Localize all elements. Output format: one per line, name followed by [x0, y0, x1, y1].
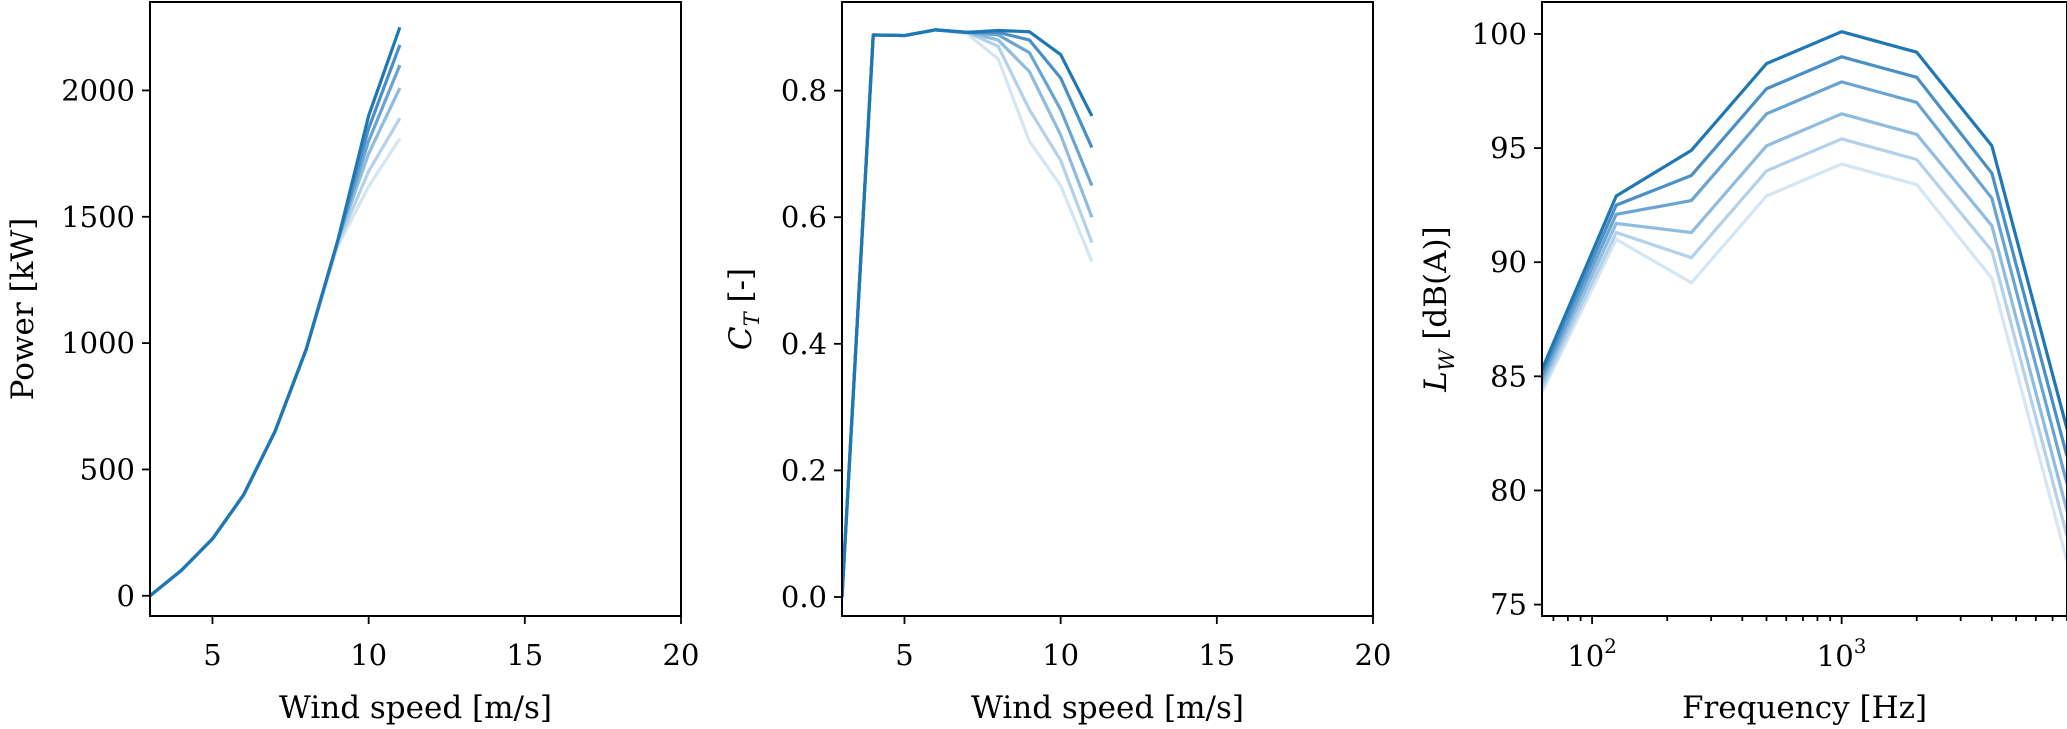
axes-frame — [1541, 1, 2067, 617]
series-line-3 — [1542, 112, 2067, 512]
y-tick-label: 75 — [1490, 588, 1527, 622]
x-tick-label: 15 — [506, 638, 543, 672]
y-tick-label: 95 — [1490, 131, 1527, 165]
x-tick-label: 20 — [1355, 638, 1392, 672]
thrust-coefficient-panel: 0.0 0.2 0.4 0.6 0.8 5 10 15 20 Wind speed [m/s] CT… — [723, 1, 1392, 726]
x-axis-label: Wind speed [m/s] — [971, 690, 1244, 726]
series-line-6 — [150, 26, 402, 598]
y-tick-label: 0.6 — [781, 200, 827, 234]
series-line-2 — [842, 28, 1094, 598]
series-line-6 — [1542, 30, 2067, 430]
x-axis-label: Wind speed [m/s] — [279, 690, 552, 726]
y-tick-label: 100 — [1472, 17, 1527, 51]
x-tick-label: 103 — [1817, 634, 1867, 673]
sound-power-spectrum-panel: 75 80 85 90 95 100 102 103 Frequency [Hz] LW [dB(… — [1418, 1, 2067, 726]
x-axis-label: Frequency [Hz] — [1682, 690, 1927, 726]
y-tick-label: 500 — [80, 452, 135, 486]
series-line-1 — [150, 137, 402, 598]
y-tick-label: 85 — [1490, 359, 1527, 393]
y-axis-label: CT [-] — [723, 268, 764, 350]
y-tick-label: 0 — [117, 579, 135, 613]
series-line-4 — [1542, 80, 2067, 485]
y-tick-label: 1500 — [61, 200, 135, 234]
series-line-1 — [842, 28, 1094, 598]
y-tick-label: 80 — [1490, 473, 1527, 507]
series-line-5 — [150, 44, 402, 598]
plot-area — [150, 26, 402, 598]
y-tick-label: 0.0 — [781, 580, 827, 614]
power-curve-panel: 0 500 1000 1500 2000 5 10 15 20 Wind speed [m/s] P… — [5, 1, 700, 726]
y-tick-label: 0.4 — [781, 327, 827, 361]
series-line-2 — [150, 117, 402, 598]
x-tick-label: 5 — [203, 638, 221, 672]
x-tick-label: 102 — [1567, 634, 1617, 673]
series-line-1 — [1542, 162, 2067, 562]
series-line-5 — [842, 28, 1094, 598]
y-tick-label: 2000 — [61, 73, 135, 107]
plot-area — [1542, 30, 2067, 562]
series-line-4 — [842, 28, 1094, 598]
y-axis-label: Power [kW] — [5, 218, 41, 401]
x-tick-label: 20 — [663, 638, 700, 672]
x-tick-label: 5 — [895, 638, 913, 672]
series-line-6 — [842, 28, 1094, 598]
x-tick-label: 10 — [1042, 638, 1079, 672]
series-line-3 — [842, 28, 1094, 598]
y-tick-label: 0.2 — [781, 453, 827, 487]
x-tick-label: 15 — [1198, 638, 1235, 672]
y-axis-label: LW [dB(A)] — [1418, 226, 1459, 392]
axes-frame — [841, 1, 1374, 617]
x-tick-label: 10 — [350, 638, 387, 672]
series-line-2 — [1542, 137, 2067, 537]
series-line-5 — [1542, 55, 2067, 457]
plot-area — [842, 28, 1094, 598]
y-tick-label: 0.8 — [781, 74, 827, 108]
y-tick-label: 1000 — [61, 326, 135, 360]
y-tick-label: 90 — [1490, 245, 1527, 279]
axes-frame — [149, 1, 682, 617]
